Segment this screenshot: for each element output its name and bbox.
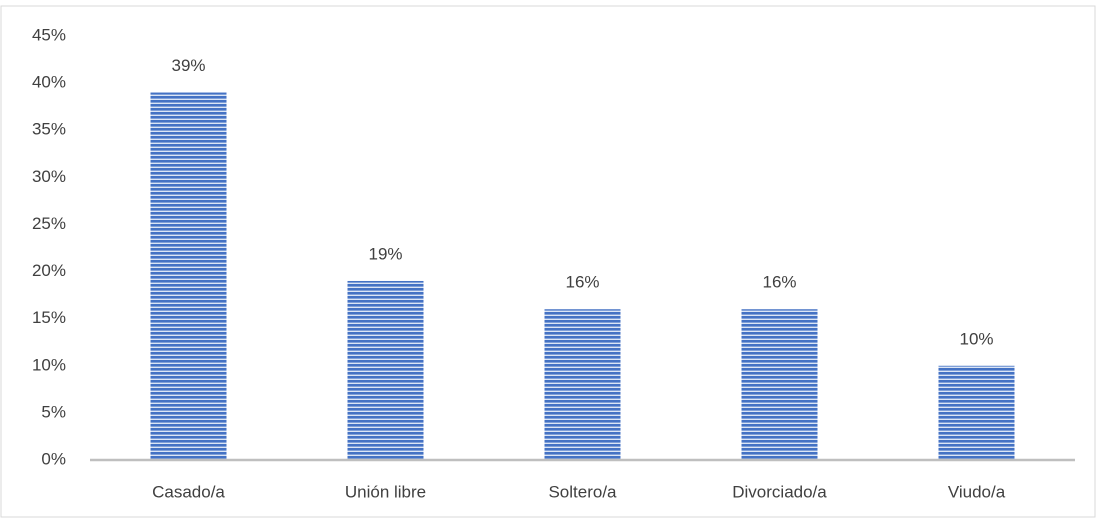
y-tick-label: 0% [41, 449, 66, 468]
x-tick-label: Divorciado/a [732, 482, 827, 501]
bar [544, 309, 621, 460]
bar [741, 309, 818, 460]
y-tick-label: 30% [32, 167, 66, 186]
x-tick-label: Unión libre [345, 482, 426, 501]
y-tick-label: 10% [32, 355, 66, 374]
data-label: 39% [171, 56, 205, 75]
y-tick-label: 15% [32, 308, 66, 327]
y-tick-label: 45% [32, 25, 66, 44]
data-label: 16% [762, 273, 796, 292]
y-tick-label: 25% [32, 214, 66, 233]
x-tick-label: Casado/a [152, 482, 225, 501]
y-tick-label: 5% [41, 402, 66, 421]
data-label: 16% [565, 273, 599, 292]
data-label: 19% [368, 244, 402, 263]
x-tick-label: Soltero/a [548, 482, 617, 501]
x-tick-label: Viudo/a [948, 482, 1006, 501]
y-tick-label: 35% [32, 120, 66, 139]
bar [938, 365, 1015, 460]
data-label: 10% [959, 329, 993, 348]
bar [347, 280, 424, 460]
y-tick-label: 40% [32, 73, 66, 92]
bar [150, 92, 227, 461]
y-tick-label: 20% [32, 261, 66, 280]
